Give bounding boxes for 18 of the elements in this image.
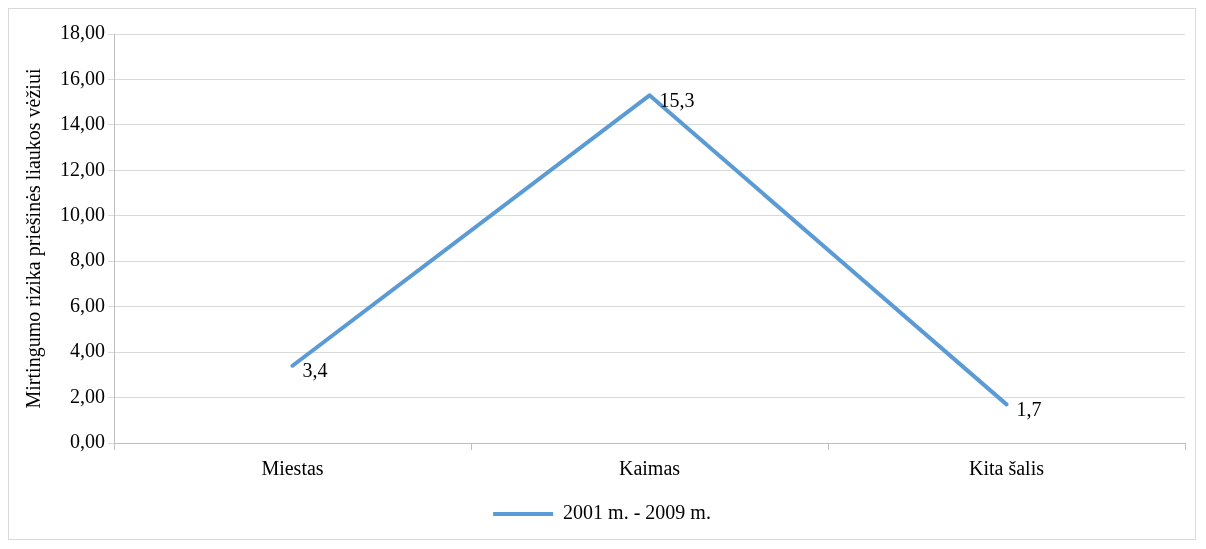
y-tick-label: 16,00: [60, 66, 105, 89]
data-label: 3,4: [302, 358, 328, 381]
data-label: 1,7: [1016, 397, 1042, 420]
y-tick-label: 0,00: [70, 430, 105, 453]
y-tick-label: 10,00: [60, 203, 105, 226]
y-tick-label: 18,00: [60, 21, 105, 44]
y-axis-title: Mirtingumo rizika priešinės liaukos vėžiui: [22, 68, 46, 409]
y-tick-label: 12,00: [60, 157, 105, 180]
x-tick-label: Miestas: [261, 457, 324, 480]
x-tick-label: Kaimas: [618, 457, 681, 480]
y-tick-label: 2,00: [70, 384, 105, 407]
y-tick-label: 4,00: [70, 339, 105, 362]
x-tick-label: Kita šalis: [969, 457, 1045, 480]
data-label: 15,3: [659, 88, 695, 111]
legend-label: 2001 m. - 2009 m.: [563, 501, 711, 524]
y-tick-label: 6,00: [70, 293, 105, 316]
y-tick-label: 14,00: [60, 112, 105, 135]
y-tick-label: 8,00: [70, 248, 105, 271]
